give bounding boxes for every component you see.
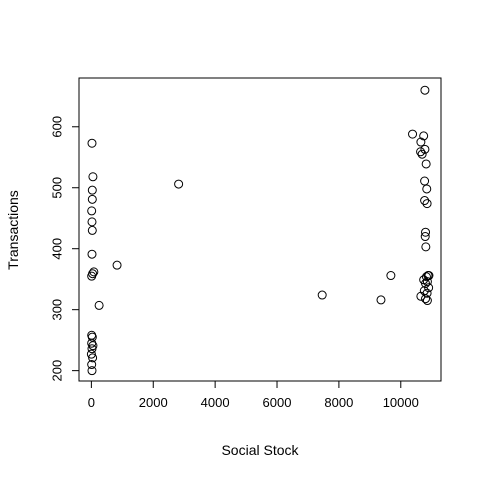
data-point xyxy=(421,294,431,304)
data-point xyxy=(87,225,97,235)
y-tick-label: 500 xyxy=(50,177,65,199)
data-point xyxy=(87,194,97,204)
data-point xyxy=(87,338,97,348)
y-tick-label: 400 xyxy=(50,238,65,260)
data-point xyxy=(421,242,431,252)
data-point xyxy=(88,172,98,182)
x-tick-label: 8000 xyxy=(324,395,353,410)
data-point xyxy=(87,344,97,354)
y-tick-label: 300 xyxy=(50,299,65,321)
data-point xyxy=(420,232,430,242)
data-point xyxy=(87,332,97,342)
data-point xyxy=(420,144,430,154)
data-point xyxy=(422,296,432,306)
y-axis-title: Transactions xyxy=(5,190,21,270)
x-tick-label: 4000 xyxy=(201,395,230,410)
data-point xyxy=(89,267,99,277)
x-axis: 0 2000 4000 6000 8000 10000 xyxy=(88,380,419,410)
x-tick-label: 10000 xyxy=(383,395,419,410)
data-point xyxy=(87,138,97,148)
data-point xyxy=(421,227,431,237)
y-tick-label: 200 xyxy=(50,360,65,382)
y-axis: 200 300 400 500 600 xyxy=(50,116,80,382)
data-point xyxy=(416,137,426,147)
x-tick-label: 6000 xyxy=(263,395,292,410)
data-point xyxy=(87,271,97,281)
data-point xyxy=(408,129,418,139)
data-point xyxy=(417,149,427,159)
data-point xyxy=(421,159,431,169)
data-point xyxy=(87,366,97,376)
data-point xyxy=(422,288,432,298)
data-point xyxy=(422,184,432,194)
data-point xyxy=(386,271,396,281)
data-point xyxy=(420,196,430,206)
x-tick-label: 2000 xyxy=(139,395,168,410)
data-point xyxy=(174,179,184,189)
data-point xyxy=(420,85,430,95)
data-point xyxy=(87,249,97,259)
data-point xyxy=(87,185,97,195)
x-axis-title: Social Stock xyxy=(221,442,299,458)
data-point xyxy=(112,260,122,270)
data-point xyxy=(87,206,97,216)
data-point xyxy=(94,300,104,310)
data-point xyxy=(422,277,432,287)
data-point xyxy=(416,147,426,157)
data-point xyxy=(317,290,327,300)
data-point xyxy=(376,295,386,305)
y-tick-label: 600 xyxy=(50,116,65,138)
x-tick-label: 0 xyxy=(88,395,95,410)
data-point xyxy=(422,199,432,209)
data-points xyxy=(86,85,434,376)
data-point xyxy=(87,360,97,370)
data-point xyxy=(86,349,96,359)
data-point xyxy=(88,353,98,363)
data-point xyxy=(419,131,429,141)
data-point xyxy=(87,217,97,227)
